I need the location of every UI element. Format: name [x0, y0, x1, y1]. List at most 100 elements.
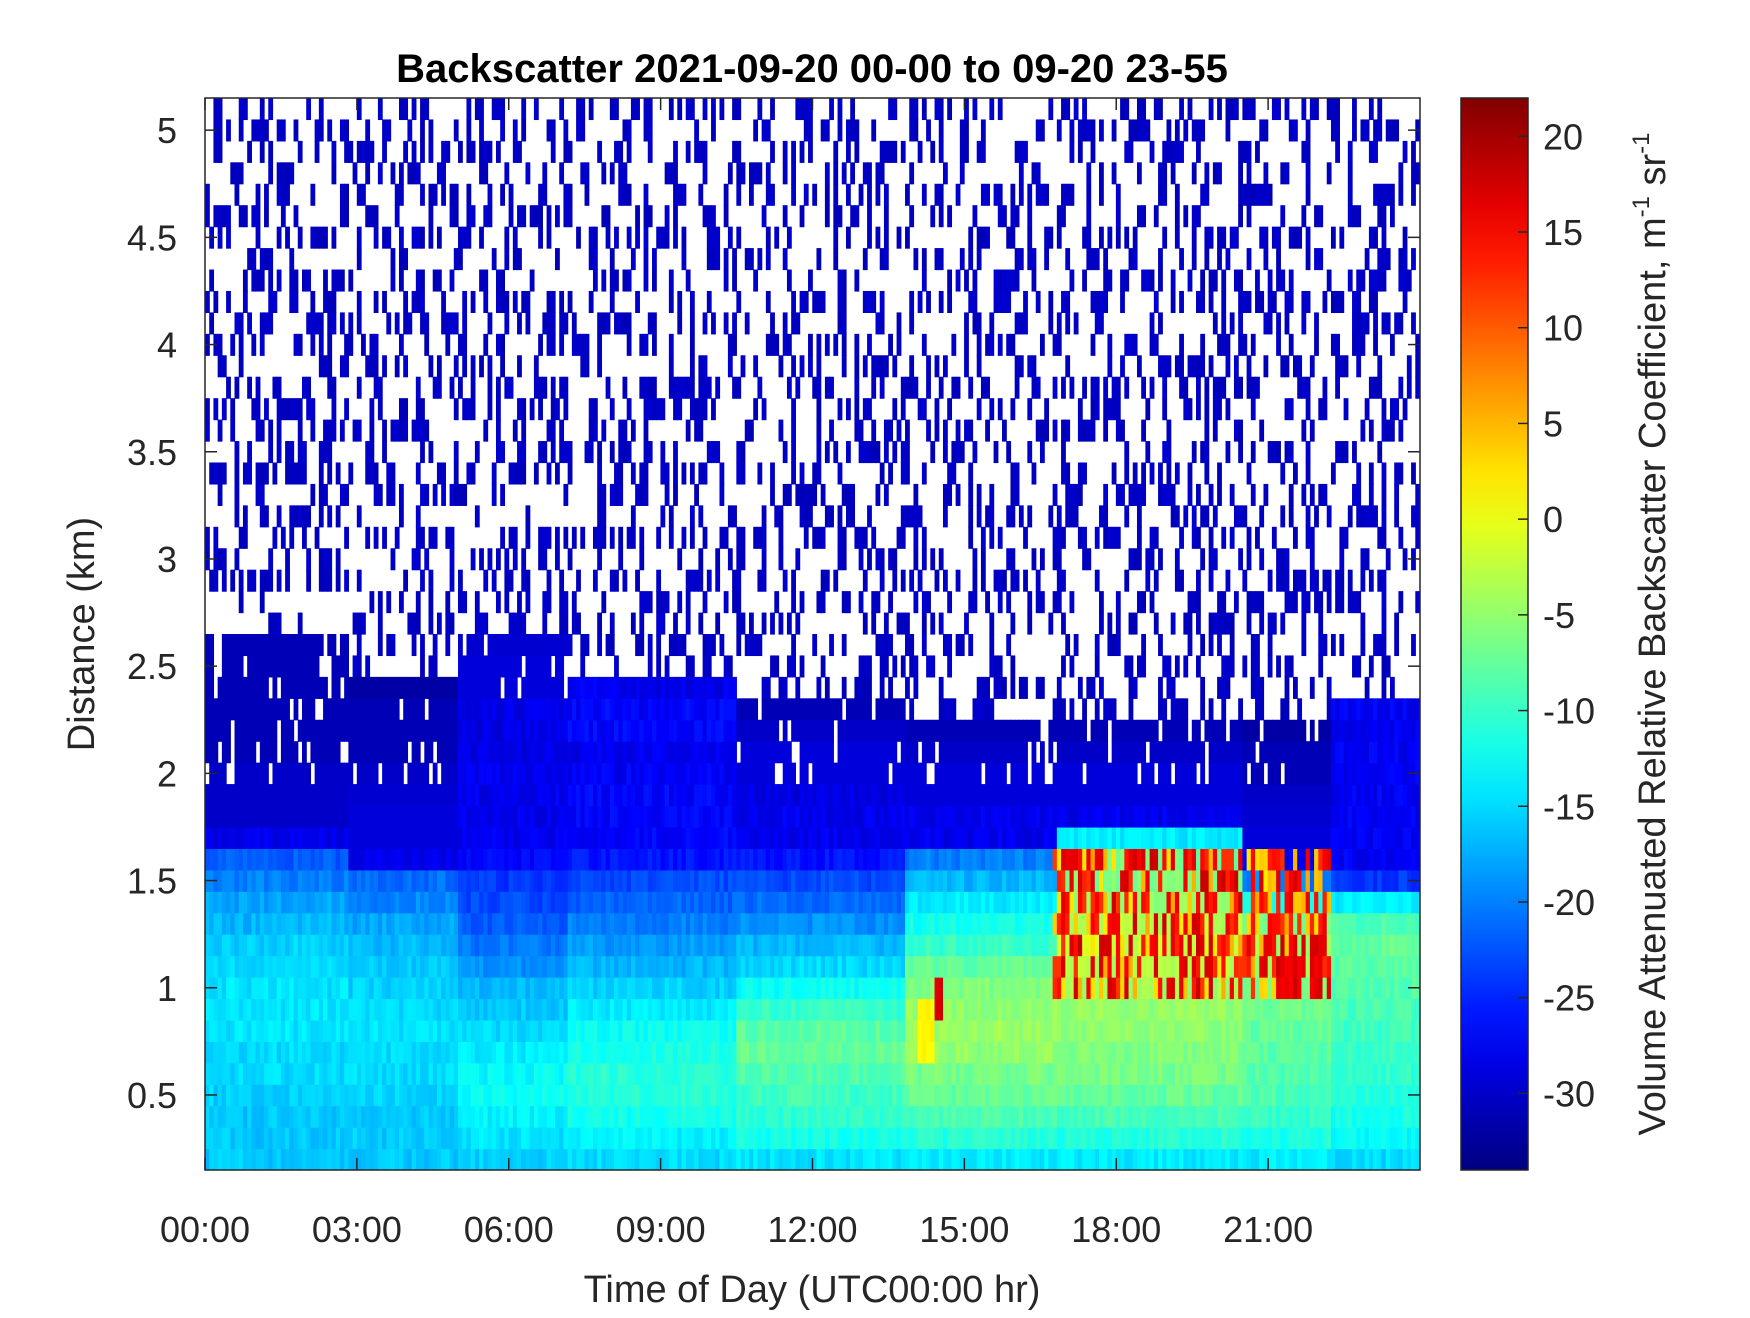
heatmap-cell — [761, 762, 767, 785]
heatmap-cell — [512, 805, 518, 828]
heatmap-cell — [618, 1019, 624, 1042]
heatmap-cell — [850, 119, 856, 142]
heatmap-cell — [268, 1062, 274, 1085]
heatmap-cell — [508, 205, 514, 228]
heatmap-cell — [689, 1019, 695, 1042]
heatmap-cell — [525, 591, 531, 614]
heatmap-cell — [681, 376, 687, 399]
heatmap-cell — [268, 248, 274, 271]
heatmap-cell — [247, 934, 252, 957]
heatmap-cell — [681, 934, 687, 957]
heatmap-cell — [652, 376, 657, 399]
heatmap-cell — [723, 784, 729, 807]
heatmap-cell — [415, 1148, 421, 1170]
heatmap-cell — [567, 784, 573, 807]
heatmap-cell — [221, 634, 227, 657]
heatmap-cell — [403, 912, 409, 935]
heatmap-cell — [479, 805, 484, 828]
heatmap-cell — [242, 1041, 248, 1064]
heatmap-cell — [293, 290, 299, 313]
heatmap-cell — [474, 977, 480, 1000]
heatmap-cell — [377, 1019, 383, 1042]
heatmap-cell — [205, 205, 210, 228]
heatmap-cell — [850, 698, 856, 721]
heatmap-cell — [318, 719, 324, 742]
heatmap-cell — [415, 912, 421, 935]
heatmap-cell — [394, 1084, 400, 1107]
heatmap-cell — [386, 1041, 392, 1064]
heatmap-cell — [660, 612, 666, 635]
heatmap-cell — [609, 526, 615, 549]
heatmap-cell — [854, 1148, 860, 1170]
heatmap-cell — [264, 848, 269, 871]
heatmap-cell — [483, 612, 489, 635]
heatmap-cell — [538, 1084, 543, 1107]
heatmap-cell — [677, 312, 683, 335]
heatmap-cell — [234, 312, 240, 335]
heatmap-cell — [365, 1041, 371, 1064]
heatmap-cell — [761, 955, 767, 978]
heatmap-cell — [833, 1105, 839, 1128]
heatmap-cell — [550, 119, 556, 142]
heatmap-cell — [744, 1148, 750, 1170]
heatmap-cell — [795, 977, 801, 1000]
heatmap-cell — [833, 1041, 839, 1064]
heatmap-cell — [837, 719, 843, 742]
heatmap-cell — [382, 140, 387, 163]
heatmap-cell — [732, 1041, 737, 1064]
heatmap-cell — [609, 248, 615, 271]
heatmap-cell — [483, 333, 489, 356]
heatmap-cell — [711, 762, 716, 785]
heatmap-cell — [732, 977, 737, 1000]
heatmap-cell — [719, 462, 725, 485]
heatmap-cell — [723, 1148, 729, 1170]
heatmap-cell — [428, 998, 434, 1021]
heatmap-cell — [272, 1127, 278, 1150]
heatmap-cell — [255, 848, 261, 871]
heatmap-cell — [795, 805, 801, 828]
heatmap-cell — [280, 784, 286, 807]
heatmap-cell — [597, 934, 603, 957]
heatmap-cell — [487, 1105, 493, 1128]
heatmap-cell — [255, 376, 261, 399]
heatmap-cell — [276, 612, 282, 635]
heatmap-cell — [411, 140, 417, 163]
heatmap-cell — [238, 848, 244, 871]
heatmap-cell — [247, 676, 252, 699]
heatmap-cell — [356, 719, 362, 742]
heatmap-cell — [559, 784, 565, 807]
heatmap-cell — [761, 698, 767, 721]
heatmap-cell — [555, 205, 560, 228]
heatmap-cell — [335, 676, 341, 699]
heatmap-cell — [706, 869, 712, 892]
heatmap-cell — [259, 912, 265, 935]
heatmap-cell — [377, 162, 383, 185]
heatmap-cell — [778, 977, 784, 1000]
heatmap-cell — [643, 741, 649, 764]
heatmap-cell — [770, 719, 775, 742]
heatmap-cell — [339, 205, 345, 228]
heatmap-cell — [470, 1127, 476, 1150]
heatmap-cell — [555, 934, 560, 957]
heatmap-cell — [605, 205, 611, 228]
heatmap-cell — [647, 826, 653, 849]
heatmap-cell — [213, 1041, 219, 1064]
heatmap-cell — [795, 891, 801, 914]
heatmap-cell — [592, 1148, 598, 1170]
heatmap-cell — [673, 869, 678, 892]
heatmap-cell — [542, 1062, 548, 1085]
heatmap-cell — [344, 1019, 349, 1042]
heatmap-cell — [495, 998, 501, 1021]
heatmap-cell — [487, 741, 493, 764]
heatmap-cell — [681, 1084, 687, 1107]
heatmap-cell — [829, 1105, 834, 1128]
heatmap-cell — [652, 826, 657, 849]
heatmap-cell — [673, 462, 678, 485]
heatmap-cell — [694, 569, 699, 592]
heatmap-cell — [306, 891, 312, 914]
heatmap-cell — [765, 1041, 771, 1064]
heatmap-cell — [280, 119, 286, 142]
heatmap-cell — [774, 1019, 780, 1042]
heatmap-cell — [474, 591, 480, 614]
heatmap-cell — [538, 826, 543, 849]
